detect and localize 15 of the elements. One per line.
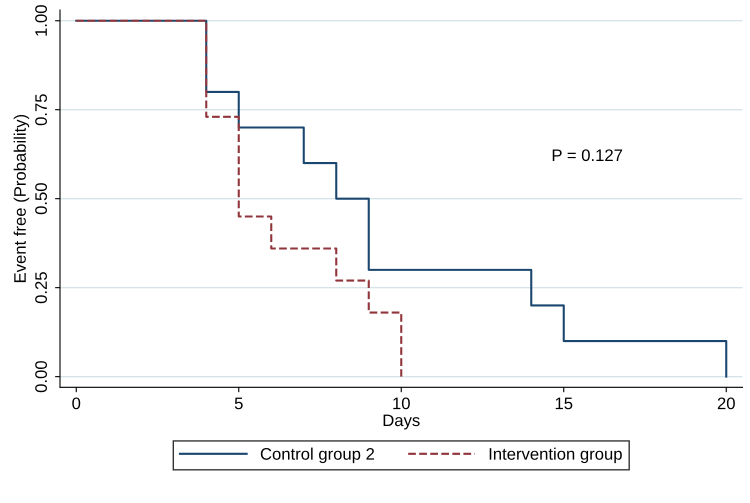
annotation: P = 0.127 <box>552 149 622 162</box>
x-tick-label: 0 <box>72 397 80 410</box>
x-tick-label: 5 <box>234 398 243 410</box>
y-tick-label: 1.00 <box>35 5 47 36</box>
y-tick-label: 0.50 <box>35 183 47 214</box>
x-axis-title: Days <box>384 414 420 430</box>
x-tick-label: 20 <box>718 397 735 410</box>
y-tick-label: 0.75 <box>35 94 47 126</box>
x-tick-label: 10 <box>393 397 410 410</box>
x-tick-label: 15 <box>556 398 572 410</box>
legend-label: Control group 2 <box>260 448 374 464</box>
legend-label: Intervention group <box>490 448 622 464</box>
y-axis-title: Event free (Probability) <box>14 114 30 282</box>
y-tick-label: 0.25 <box>35 272 47 304</box>
y-tick-label: 0.00 <box>35 361 47 392</box>
